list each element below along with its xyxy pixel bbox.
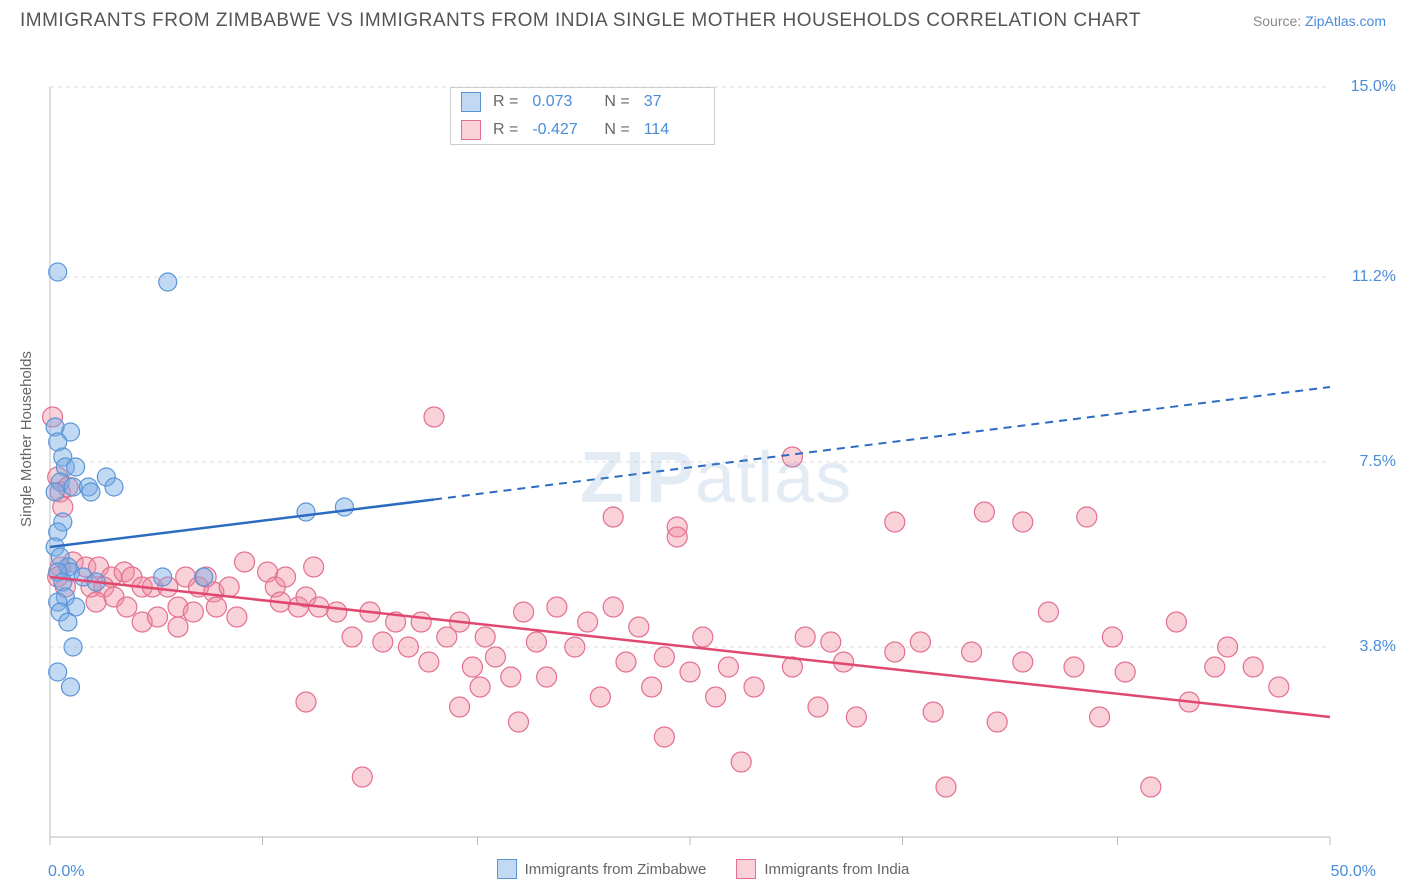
x-axis-end-label: 50.0% <box>1331 863 1376 881</box>
legend-item-india: Immigrants from India <box>736 859 909 879</box>
swatch-india <box>461 120 481 140</box>
swatch-zimbabwe <box>497 859 517 879</box>
n-value-zimbabwe: 37 <box>644 93 704 111</box>
source-prefix: Source: <box>1253 13 1305 29</box>
y-tick-label: 7.5% <box>1360 453 1396 471</box>
y-axis-label: Single Mother Households <box>18 351 35 527</box>
n-label: N = <box>604 93 629 111</box>
chart-title: IMMIGRANTS FROM ZIMBABWE VS IMMIGRANTS F… <box>20 10 1141 32</box>
x-axis-start-label: 0.0% <box>48 863 84 881</box>
y-tick-label: 15.0% <box>1351 78 1396 96</box>
legend-label-india: Immigrants from India <box>764 861 909 878</box>
chart-source: Source: ZipAtlas.com <box>1253 13 1386 29</box>
series-legend: Immigrants from Zimbabwe Immigrants from… <box>0 859 1406 879</box>
r-value-zimbabwe: 0.073 <box>532 93 592 111</box>
legend-item-zimbabwe: Immigrants from Zimbabwe <box>497 859 707 879</box>
r-value-india: -0.427 <box>532 121 592 139</box>
n-value-india: 114 <box>644 121 704 139</box>
scatter-chart <box>0 37 1406 887</box>
source-link[interactable]: ZipAtlas.com <box>1305 13 1386 29</box>
correlation-legend: R = 0.073 N = 37 R = -0.427 N = 114 <box>450 87 715 145</box>
swatch-india <box>736 859 756 879</box>
r-label: R = <box>493 121 518 139</box>
chart-header: IMMIGRANTS FROM ZIMBABWE VS IMMIGRANTS F… <box>0 0 1406 37</box>
swatch-zimbabwe <box>461 92 481 112</box>
y-tick-label: 11.2% <box>1352 268 1396 286</box>
n-label: N = <box>604 121 629 139</box>
legend-label-zimbabwe: Immigrants from Zimbabwe <box>525 861 707 878</box>
y-tick-label: 3.8% <box>1360 638 1396 656</box>
legend-row-zimbabwe: R = 0.073 N = 37 <box>451 88 714 116</box>
legend-row-india: R = -0.427 N = 114 <box>451 116 714 144</box>
chart-container: ZIPatlas Single Mother Households R = 0.… <box>0 37 1406 887</box>
r-label: R = <box>493 93 518 111</box>
